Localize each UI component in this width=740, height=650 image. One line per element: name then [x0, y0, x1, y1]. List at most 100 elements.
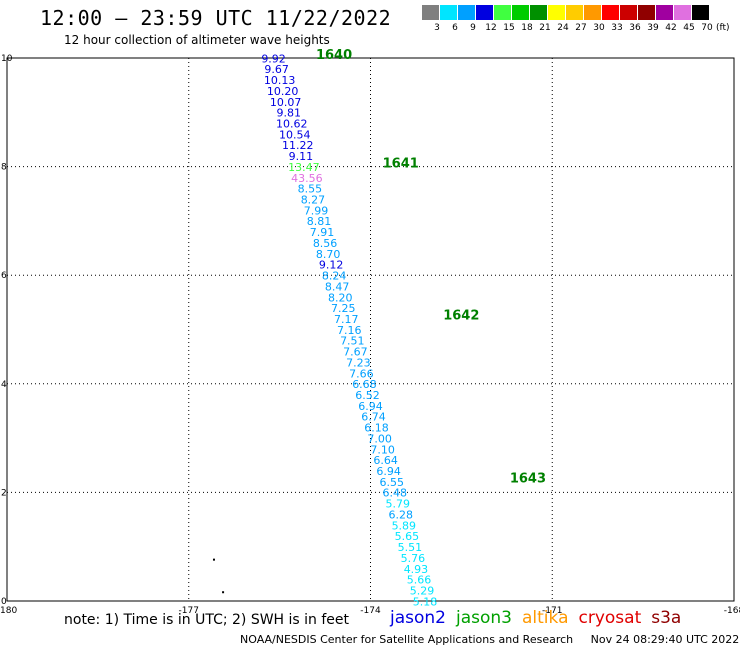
footer-timestamp: Nov 24 08:29:40 UTC 2022: [590, 633, 740, 646]
satellite-cryosat: cryosat: [578, 608, 642, 628]
data-point: 10.54: [279, 128, 311, 141]
satellite-legend: jason2 jason3 altika cryosat s3a: [390, 608, 691, 628]
data-point: 6.52: [355, 389, 380, 402]
legend-label: 27: [575, 23, 587, 33]
time-label: 1642: [443, 309, 479, 324]
data-point: 6.64: [373, 454, 398, 467]
data-point: 5.89: [392, 519, 417, 532]
data-point: 10.07: [270, 96, 302, 109]
satellite-s3a: s3a: [651, 608, 682, 628]
data-point: 7.67: [343, 346, 368, 359]
data-point: 8.56: [313, 237, 338, 250]
data-point: 43.56: [291, 172, 323, 185]
data-point: 6.74: [361, 411, 386, 424]
data-point: 6.48: [382, 487, 407, 500]
legend-swatch: [692, 5, 709, 20]
footer: NOAA/NESDIS Center for Satellite Applica…: [240, 633, 739, 646]
data-point: 9.92: [261, 52, 286, 65]
legend-label: 33: [611, 23, 623, 33]
legend-swatch: [476, 5, 493, 20]
data-point: 11.22: [282, 139, 314, 152]
data-point: 7.25: [331, 302, 356, 315]
data-point: 7.10: [370, 443, 395, 456]
data-dot: [222, 591, 225, 594]
data-point: 7.91: [310, 226, 335, 239]
data-point: 10.62: [276, 118, 308, 131]
data-point: 8.55: [298, 183, 323, 196]
legend-label: 45: [683, 23, 695, 33]
data-point: 4.93: [404, 563, 429, 576]
satellite-jason2: jason2: [390, 608, 446, 628]
y-tick-label: 0: [1, 597, 7, 607]
data-point: 9.12: [319, 259, 344, 272]
legend-swatch: [440, 5, 457, 20]
data-point: 8.27: [301, 194, 326, 207]
data-point: 8.81: [307, 215, 332, 228]
legend-swatch: [656, 5, 673, 20]
legend-swatch: [512, 5, 529, 20]
data-point: 7.66: [349, 367, 374, 380]
data-point: 5.66: [407, 574, 432, 587]
chart-subtitle: 12 hour collection of altimeter wave hei…: [64, 33, 330, 47]
data-point: 10.20: [267, 85, 299, 98]
legend-label: 70: [701, 23, 713, 33]
x-tick-label: -180: [0, 606, 17, 616]
data-point: 7.51: [340, 335, 365, 348]
y-tick-label: 8: [1, 163, 7, 173]
time-label: 1640: [316, 48, 352, 63]
data-point: 9.11: [289, 150, 314, 163]
legend-swatch: [548, 5, 565, 20]
y-tick-label: 2: [1, 488, 7, 498]
data-point: 5.29: [410, 584, 435, 597]
data-point: 7.99: [304, 204, 329, 217]
data-point: 9.67: [264, 63, 289, 76]
legend-label: 18: [521, 23, 533, 33]
data-point: 5.79: [386, 498, 411, 511]
data-point: 5.51: [398, 541, 423, 554]
legend-label: 12: [485, 23, 497, 33]
data-point: 8.24: [322, 270, 347, 283]
data-point: 8.20: [328, 291, 353, 304]
legend-swatch: [422, 5, 439, 20]
legend-swatch: [602, 5, 619, 20]
data-point: 6.94: [358, 400, 383, 413]
legend-label: 36: [629, 23, 641, 33]
data-point: 6.18: [364, 422, 389, 435]
data-dot: [212, 558, 215, 561]
data-point: 7.16: [337, 324, 362, 337]
data-point: 7.00: [367, 432, 392, 445]
data-point: 13.47: [288, 161, 320, 174]
plot-frame: [6, 57, 735, 602]
data-point: 8.47: [325, 280, 350, 293]
legend-label: 24: [557, 23, 569, 33]
x-tick-label: -168: [724, 606, 740, 616]
time-label: 1643: [510, 472, 546, 487]
data-point: 8.70: [316, 248, 341, 261]
legend-swatch: [530, 5, 547, 20]
x-tick-label: -174: [360, 606, 381, 616]
data-point: 6.28: [389, 508, 414, 521]
data-point: 6.68: [352, 378, 377, 391]
legend-swatch: [458, 5, 475, 20]
legend-unit: (ft): [716, 23, 730, 33]
legend-swatch: [638, 5, 655, 20]
satellite-altika: altika: [522, 608, 569, 628]
color-legend: (ft) 3 6 9 12 15 18 21 24 27 30 33 36 39 42 45 70: [422, 5, 732, 37]
units-note: note: 1) Time is in UTC; 2) SWH is in fe…: [64, 612, 350, 628]
data-point: 9.81: [276, 107, 301, 120]
data-point: 5.76: [401, 552, 426, 565]
footer-org: NOAA/NESDIS Center for Satellite Applica…: [240, 633, 574, 646]
data-point: 5.65: [395, 530, 420, 543]
legend-label: 42: [665, 23, 677, 33]
legend-swatch: [584, 5, 601, 20]
legend-swatch: [566, 5, 583, 20]
data-point: 7.17: [334, 313, 359, 326]
time-label: 1641: [383, 157, 419, 172]
legend-label: 21: [539, 23, 551, 33]
legend-label: 9: [470, 23, 476, 33]
data-point: 7.23: [346, 356, 371, 369]
chart-title: 12:00 – 23:59 UTC 11/22/2022: [40, 6, 392, 30]
data-point: 10.13: [264, 74, 296, 87]
